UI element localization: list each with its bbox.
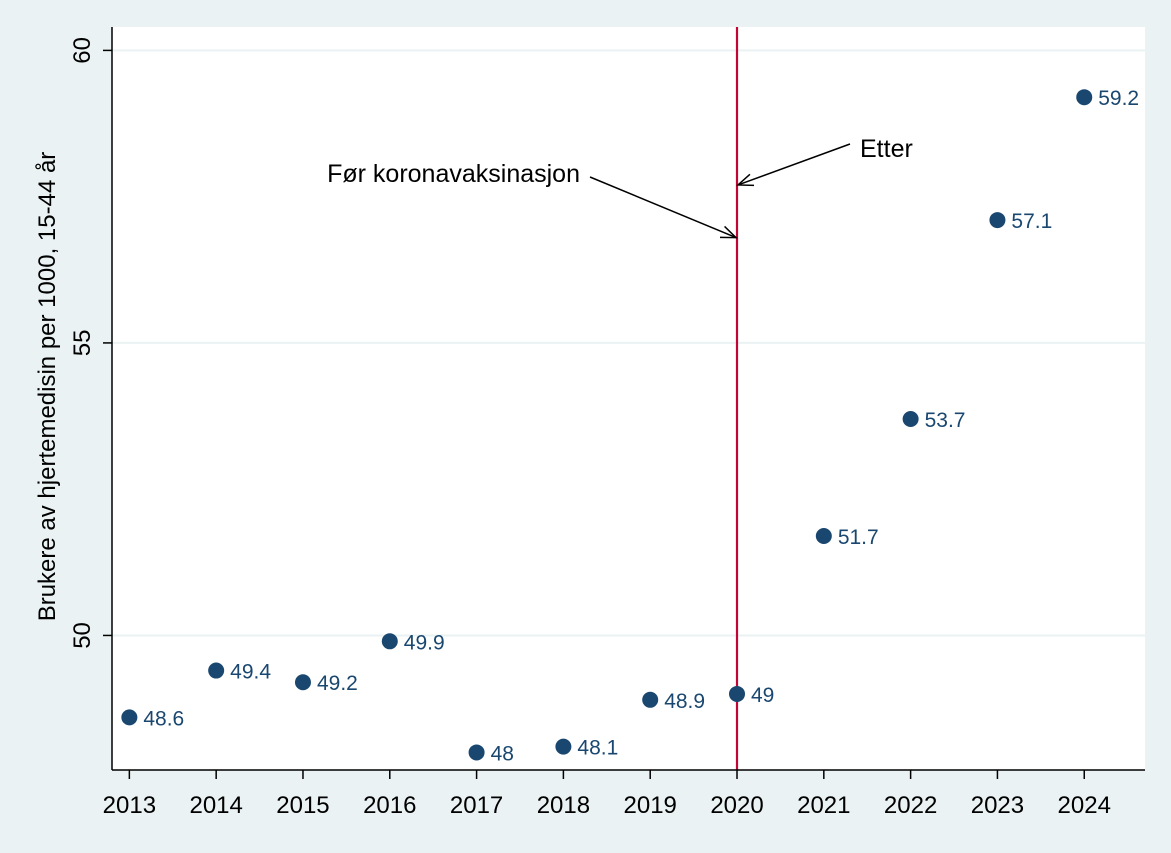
annotation-after-label: Etter [860, 135, 913, 163]
y-axis-ticks: 50 55 60 [69, 37, 112, 649]
axes [111, 27, 1145, 771]
data-point-2016 [381, 633, 398, 650]
x-tick-label-2022: 2022 [884, 792, 937, 819]
data-label-2024: 59.2 [1098, 87, 1139, 110]
annotation-before-arrow [589, 176, 738, 239]
data-point-2022 [902, 410, 919, 427]
data-points: 48.6 49.4 49.2 49.9 48 48.1 48.9 49 51.7 53.7 57.1… [121, 87, 1139, 765]
annotation-after-arrow [736, 143, 851, 187]
data-point-2021 [815, 527, 832, 544]
x-tick-label-2015: 2015 [276, 792, 329, 819]
plot-area [112, 27, 1145, 770]
x-tick-label-2014: 2014 [189, 792, 242, 819]
x-tick-label-2017: 2017 [450, 792, 503, 819]
x-tick-label-2020: 2020 [710, 792, 763, 819]
data-point-2017 [468, 744, 485, 761]
data-point-2015 [294, 674, 311, 691]
data-point-2014 [208, 662, 225, 679]
data-label-2013: 48.6 [143, 707, 184, 730]
data-point-2024 [1076, 89, 1093, 106]
gridlines [112, 49, 1145, 637]
x-tick-label-2024: 2024 [1058, 792, 1111, 819]
data-point-2013 [121, 709, 138, 726]
annotation-before-label: Før koronavaksinasjon [327, 160, 580, 188]
data-point-2018 [555, 738, 572, 755]
x-axis-ticks: 2013 2014 2015 2016 2017 2018 2019 2020 2021 2022… [103, 770, 1111, 819]
x-tick-label-2013: 2013 [103, 792, 156, 819]
data-label-2023: 57.1 [1011, 210, 1052, 233]
x-tick-label-2023: 2023 [971, 792, 1024, 819]
x-tick-label-2019: 2019 [624, 792, 677, 819]
data-label-2016: 49.9 [404, 631, 445, 654]
x-tick-label-2016: 2016 [363, 792, 416, 819]
data-label-2022: 53.7 [925, 409, 966, 432]
y-tick-label-55: 55 [69, 330, 96, 357]
data-label-2015: 49.2 [317, 672, 358, 695]
y-axis-label: Brukere av hjertemedisin per 1000, 15-44… [34, 152, 61, 622]
x-tick-label-2021: 2021 [797, 792, 850, 819]
y-tick-label-50: 50 [69, 622, 96, 649]
data-point-2020 [729, 685, 746, 702]
data-label-2019: 48.9 [664, 690, 705, 713]
x-tick-label-2018: 2018 [537, 792, 590, 819]
data-point-2019 [642, 691, 659, 708]
annotations: Før koronavaksinasjon Etter [327, 135, 913, 239]
data-label-2021: 51.7 [838, 526, 879, 549]
data-label-2020: 49 [751, 684, 774, 707]
y-tick-label-60: 60 [69, 37, 96, 64]
data-label-2018: 48.1 [577, 737, 618, 760]
data-label-2014: 49.4 [230, 661, 271, 684]
data-label-2017: 48 [491, 742, 514, 765]
data-point-2023 [989, 212, 1006, 229]
